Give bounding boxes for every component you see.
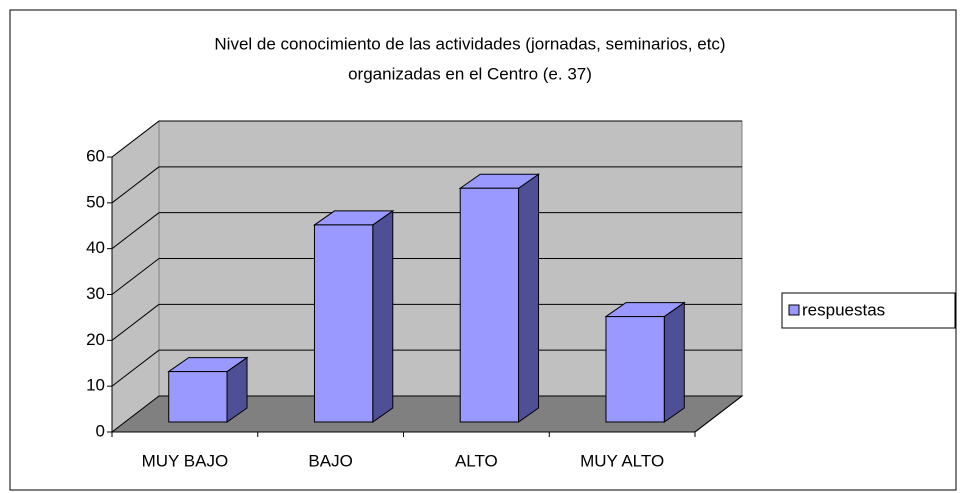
grid-line (111, 166, 160, 204)
legend-box (781, 292, 956, 329)
x-tick-label: MUY ALTO (580, 451, 664, 470)
y-tick-label: 30 (86, 284, 105, 303)
bar-side (372, 209, 394, 423)
bar-side (518, 173, 540, 423)
floor-edge (694, 395, 743, 433)
y-tick-label: 10 (86, 376, 105, 395)
bar (168, 371, 228, 423)
x-tick-label: BAJO (308, 451, 352, 470)
grid-line (111, 120, 160, 158)
chart-title: Nivel de conocimiento de las actividades… (214, 34, 725, 53)
y-tick-label: 60 (86, 146, 105, 165)
legend-label: respuestas (802, 300, 885, 319)
bar-side (663, 301, 685, 423)
x-tick-label: MUY BAJO (142, 451, 229, 470)
y-tick-label: 20 (86, 330, 105, 349)
y-tick-label: 40 (86, 238, 105, 257)
chart-subtitle: organizadas en el Centro (e. 37) (348, 64, 592, 83)
bar (605, 316, 665, 423)
y-tick-label: 50 (86, 192, 105, 211)
grid-line (111, 258, 160, 295)
x-tick-label: ALTO (455, 451, 498, 470)
grid-line (111, 349, 160, 387)
y-tick-label: 0 (96, 421, 105, 440)
bar (313, 224, 374, 423)
grid-line (111, 212, 160, 250)
bar (459, 187, 520, 423)
grid-line (111, 303, 160, 341)
legend-swatch (788, 304, 800, 316)
